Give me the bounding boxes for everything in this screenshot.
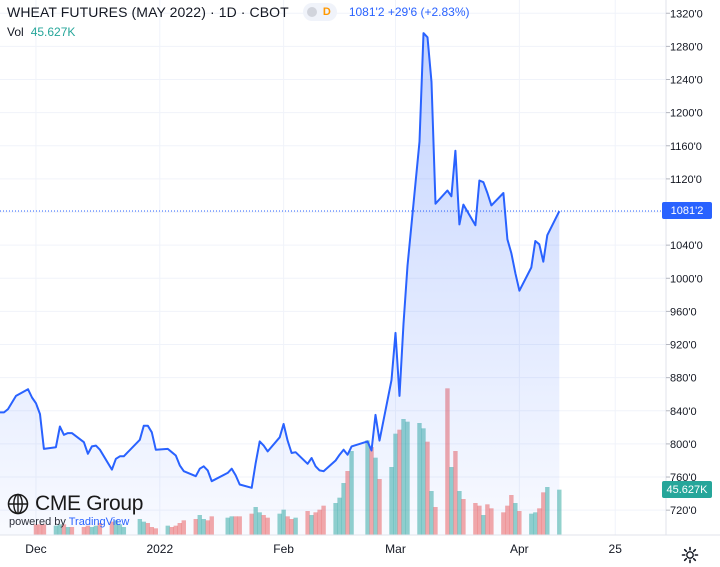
last-price-value: 1081'2 [348,5,385,19]
time-tick-label: 25 [609,542,623,556]
price-tick-label: 920'0 [670,340,697,352]
volume-legend: Vol 45.627K [7,25,75,39]
symbol-title[interactable]: WHEAT FUTURES (MAY 2022) · 1D · CBOT [7,4,289,20]
price-tick-label: 1120'0 [670,174,702,186]
grid-lines [0,0,666,535]
cme-watermark: CME Group powered by TradingView [7,492,143,528]
price-tick-label: 1200'0 [670,108,703,120]
price-tick-label: 760'0 [670,472,697,484]
price-tick-label: 880'0 [670,373,697,385]
delay-badge[interactable]: D [302,3,337,21]
time-tick-label: Mar [385,542,406,556]
time-tick-label: Apr [510,542,529,556]
volume-value: 45.627K [30,25,76,39]
price-tick-label: 1000'0 [670,273,703,285]
cme-globe-icon [7,493,29,515]
time-tick-label: Feb [273,542,294,556]
price-area [0,32,561,535]
price-change: +29'6 (+2.83%) [387,5,470,19]
price-tick-label: 1160'0 [670,141,702,153]
price-tick-label: 800'0 [670,439,697,451]
volume-tag: 45.627K [662,481,712,499]
price-tick-label: 720'0 [670,505,697,517]
price-tick-label: 1280'0 [670,41,703,53]
volume-tag-value: 45.627K [666,483,708,496]
delay-badge-letter: D [322,6,331,18]
price-axis[interactable]: 720'0 760'0 800'0 840'0 880'0 920'0 960'0 1000'… [665,0,703,535]
price-tick-label: 1320'0 [670,8,703,20]
tradingview-link[interactable]: TradingView [68,516,130,528]
price-area-fill [0,33,560,535]
gear-icon[interactable] [681,546,699,564]
price-tick-label: 1240'0 [670,75,703,87]
volume-label: Vol [7,25,24,39]
price-tick-label: 960'0 [670,306,697,318]
price-tick-label: 1040'0 [670,240,703,252]
price-tick-label: 840'0 [670,406,697,418]
time-tick-label: 2022 [146,542,173,556]
time-axis[interactable]: Dec 2022 Feb Mar Apr 25 [0,534,720,556]
market-status-icon [306,7,317,17]
last-price-tag: 1081'2 [662,202,712,220]
chart-legend: WHEAT FUTURES (MAY 2022) · 1D · CBOT D 1… [7,2,470,22]
time-tick-label: Dec [25,542,46,556]
price-line [0,32,561,489]
last-price-tag-value: 1081'2 [670,204,704,217]
cme-brand: CME Group [35,492,144,515]
last-price: 1081'2 +29'6 (+2.83%) [349,5,470,19]
powered-by-label: powered by [9,516,66,528]
